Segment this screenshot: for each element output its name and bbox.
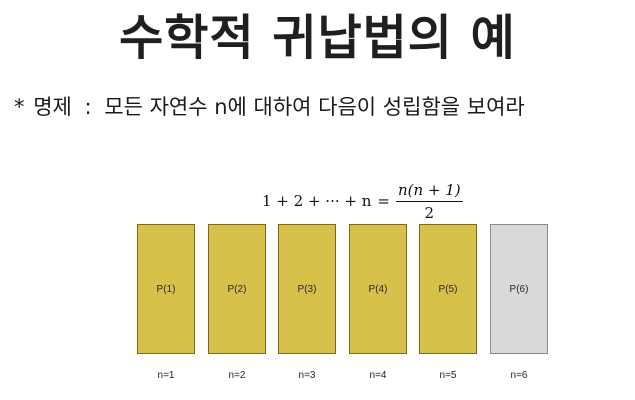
sum-formula: 1 + 2 + ··· + n = n(n + 1) 2 (262, 178, 463, 224)
formula-denominator: 2 (424, 203, 435, 222)
n-label-6: n=6 (510, 370, 528, 381)
formula-equals: = (377, 192, 390, 210)
step-box-p1: P(1) (137, 224, 195, 354)
formula-numerator: n(n + 1) (395, 181, 463, 202)
bullet-asterisk: * (14, 95, 25, 119)
step-box-label: P(1) (156, 283, 176, 295)
page-title: 수학적 귀납법의 예 (119, 10, 516, 66)
n-label-3: n=3 (298, 370, 316, 381)
proposition-text: 모든 자연수 n에 대하여 다음이 성립함을 보여라 (104, 95, 525, 119)
proposition-separator: : (84, 95, 92, 119)
step-box-label: P(3) (297, 283, 317, 295)
proposition-label: 명제 (33, 95, 72, 119)
n-label-4: n=4 (369, 370, 387, 381)
step-box-label: P(4) (368, 283, 388, 295)
step-box-p2: P(2) (208, 224, 266, 354)
step-box-p4: P(4) (349, 224, 407, 354)
formula-fraction: n(n + 1) 2 (395, 181, 463, 222)
step-box-p3: P(3) (278, 224, 336, 354)
n-label-5: n=5 (439, 370, 457, 381)
step-box-label: P(2) (227, 283, 247, 295)
n-label-2: n=2 (228, 370, 246, 381)
n-label-1: n=1 (157, 370, 175, 381)
step-box-label: P(5) (438, 283, 458, 295)
step-box-p6: P(6) (490, 224, 548, 354)
step-box-p5: P(5) (419, 224, 477, 354)
step-box-label: P(6) (509, 283, 529, 295)
formula-lhs: 1 + 2 + ··· + n (262, 192, 372, 210)
proposition-line: * 명제 : 모든 자연수 n에 대하여 다음이 성립함을 보여라 (14, 92, 525, 122)
